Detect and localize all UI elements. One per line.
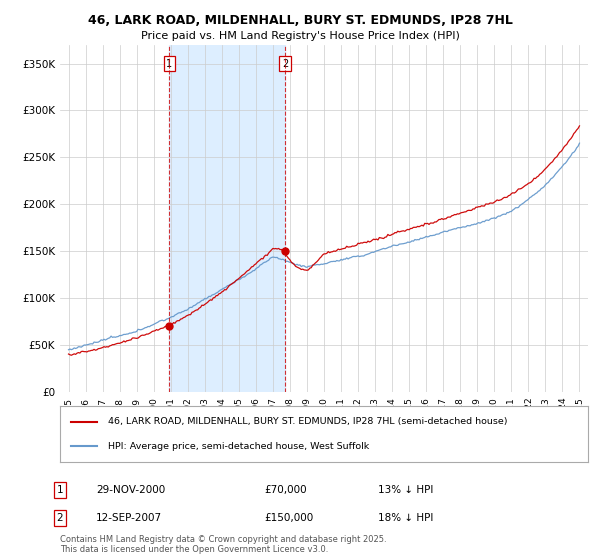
Text: £70,000: £70,000 <box>264 485 307 495</box>
Text: 2: 2 <box>282 59 288 68</box>
Text: 46, LARK ROAD, MILDENHALL, BURY ST. EDMUNDS, IP28 7HL: 46, LARK ROAD, MILDENHALL, BURY ST. EDMU… <box>88 14 512 27</box>
Text: 18% ↓ HPI: 18% ↓ HPI <box>378 513 433 523</box>
Bar <box>169 45 285 392</box>
Text: 1: 1 <box>166 59 172 68</box>
Text: 12-SEP-2007: 12-SEP-2007 <box>96 513 162 523</box>
Text: 46, LARK ROAD, MILDENHALL, BURY ST. EDMUNDS, IP28 7HL (semi-detached house): 46, LARK ROAD, MILDENHALL, BURY ST. EDMU… <box>107 417 507 426</box>
Text: 13% ↓ HPI: 13% ↓ HPI <box>378 485 433 495</box>
Text: 29-NOV-2000: 29-NOV-2000 <box>96 485 165 495</box>
Text: HPI: Average price, semi-detached house, West Suffolk: HPI: Average price, semi-detached house,… <box>107 442 369 451</box>
Text: 2: 2 <box>56 513 64 523</box>
Text: 1: 1 <box>56 485 64 495</box>
Text: Contains HM Land Registry data © Crown copyright and database right 2025.
This d: Contains HM Land Registry data © Crown c… <box>60 535 386 554</box>
Text: £150,000: £150,000 <box>264 513 313 523</box>
Text: Price paid vs. HM Land Registry's House Price Index (HPI): Price paid vs. HM Land Registry's House … <box>140 31 460 41</box>
